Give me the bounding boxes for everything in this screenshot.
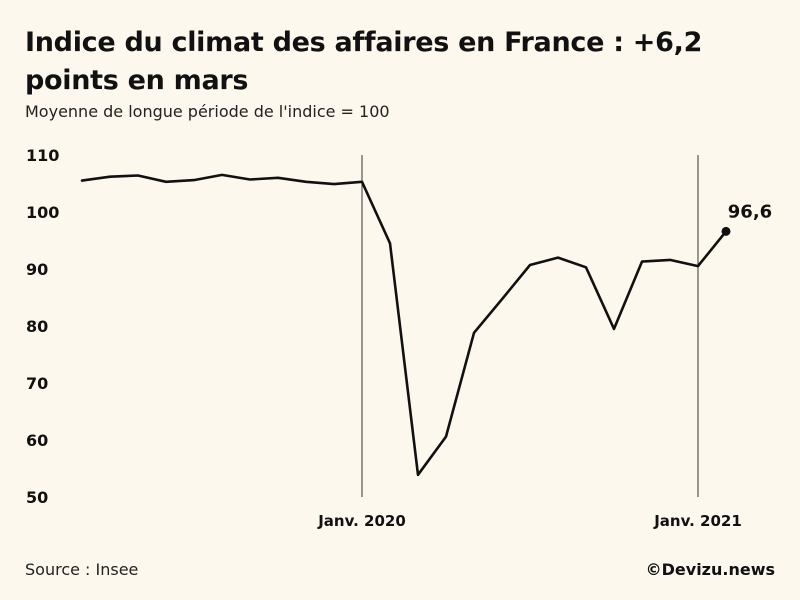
y-tick-label: 60 [26, 431, 48, 450]
x-tick-label: Janv. 2020 [317, 512, 406, 530]
y-tick-label: 80 [26, 317, 48, 336]
series-line [80, 173, 728, 477]
y-tick-label: 110 [26, 146, 59, 165]
y-tick-label: 100 [26, 203, 59, 222]
x-tick-label: Janv. 2021 [653, 512, 742, 530]
y-tick-label: 70 [26, 374, 48, 393]
y-tick-label: 50 [26, 488, 48, 507]
last-point-label: 96,6 [728, 201, 772, 222]
last-point-marker [721, 226, 731, 236]
credit-note: ©Devizu.news [645, 560, 775, 579]
y-tick-label: 90 [26, 260, 48, 279]
chart-subtitle: Moyenne de longue période de l'indice = … [25, 102, 390, 121]
source-note: Source : Insee [25, 560, 139, 579]
chart-title: Indice du climat des affaires en France … [25, 27, 703, 96]
